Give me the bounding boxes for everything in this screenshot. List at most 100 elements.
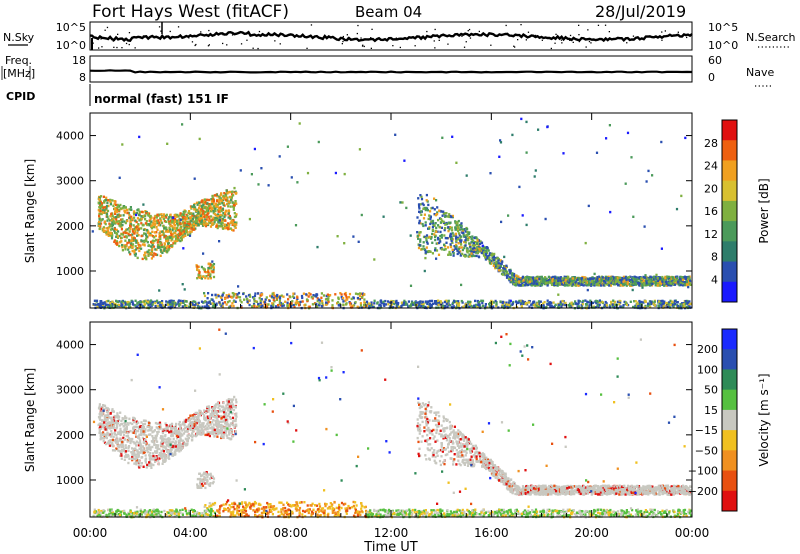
echo-cell — [174, 242, 177, 245]
echo-cell — [525, 278, 528, 282]
echo-cell — [542, 302, 545, 305]
echo-cell — [451, 135, 454, 138]
echo-cell — [671, 276, 674, 279]
echo-cell — [140, 222, 143, 225]
freq-unit: [MHz] — [3, 67, 35, 80]
echo-cell — [414, 303, 417, 307]
echo-cell — [679, 283, 682, 287]
echo-cell — [434, 249, 437, 252]
echo-cell — [672, 280, 675, 284]
echo-cell — [105, 231, 108, 234]
echo-cell — [472, 245, 475, 249]
echo-cell — [585, 279, 588, 282]
echo-cell — [225, 294, 228, 297]
echo-cell — [407, 300, 410, 303]
echo-cell — [421, 300, 424, 304]
echo-cell — [316, 245, 319, 249]
nsearch-dot — [159, 37, 161, 40]
echo-cell — [164, 234, 167, 238]
nsearch-dot — [560, 39, 563, 41]
echo-cell — [324, 298, 328, 301]
echo-cell — [464, 255, 467, 258]
echo-cell — [591, 276, 594, 279]
echo-cell — [165, 237, 168, 240]
echo-cell — [200, 265, 203, 269]
echo-cell — [476, 300, 480, 303]
echo-cell — [203, 292, 206, 295]
echo-cell — [227, 216, 230, 219]
echo-cell — [317, 298, 320, 301]
nsearch-dot — [98, 47, 100, 49]
echo-cell — [191, 227, 194, 230]
echo-cell — [418, 221, 421, 225]
echo-cell — [438, 225, 441, 229]
echo-cell — [98, 431, 101, 435]
echo-cell — [534, 169, 537, 172]
echo-cell — [175, 240, 178, 243]
echo-cell — [143, 303, 146, 306]
echo-cell — [521, 284, 525, 287]
echo-cell — [537, 128, 540, 131]
echo-cell — [308, 292, 311, 295]
echo-cell — [623, 300, 626, 304]
echo-cell — [261, 304, 264, 307]
echo-cell — [209, 302, 212, 305]
echo-cell — [446, 215, 449, 218]
echo-cell — [222, 219, 225, 222]
echo-cell — [101, 218, 104, 221]
echo-cell — [560, 305, 563, 308]
echo-cell — [183, 299, 186, 303]
echo-cell — [145, 229, 148, 232]
echo-cell — [450, 239, 453, 243]
freq-label: Freq. — [5, 54, 32, 67]
echo-cell — [237, 291, 241, 295]
echo-cell — [633, 282, 636, 286]
echo-cell — [120, 236, 123, 239]
echo-cell — [141, 243, 145, 246]
echo-cell — [443, 228, 446, 232]
echo-cell — [689, 302, 692, 305]
echo-cell — [564, 301, 567, 305]
echo-cell — [263, 303, 266, 306]
echo-cell — [441, 136, 444, 139]
echo-cell — [153, 236, 156, 239]
echo-cell — [503, 267, 506, 270]
echo-cell — [119, 218, 123, 221]
echo-cell — [621, 278, 624, 282]
echo-cell — [373, 258, 376, 261]
echo-cell — [301, 300, 304, 303]
echo-cell — [457, 242, 460, 245]
nsearch-dot — [249, 34, 251, 37]
echo-cell — [121, 206, 124, 210]
echo-cell — [229, 227, 232, 230]
echo-cell — [137, 209, 140, 212]
echo-cell — [96, 305, 99, 309]
echo-cell — [320, 296, 323, 299]
echo-cell — [401, 201, 404, 204]
echo-cell — [525, 120, 528, 124]
echo-cell — [141, 436, 144, 440]
echo-cell — [339, 292, 342, 295]
echo-cell — [211, 293, 214, 297]
echo-cell — [174, 302, 177, 305]
echo-cell — [261, 293, 264, 296]
echo-cell — [488, 302, 491, 306]
echo-cell — [628, 278, 631, 282]
echo-cell — [352, 235, 355, 238]
echo-cell — [126, 241, 129, 245]
echo-cell — [359, 304, 363, 307]
echo-cell — [659, 299, 662, 303]
echo-cell — [194, 221, 198, 225]
echo-cell — [600, 279, 603, 282]
nsearch-dot — [517, 39, 519, 41]
echo-cell — [427, 300, 430, 304]
echo-cell — [172, 222, 175, 225]
echo-cell — [361, 295, 364, 299]
echo-cell — [133, 216, 136, 219]
echo-cell — [179, 299, 182, 303]
colorbar-segment — [722, 281, 737, 303]
echo-cell — [468, 249, 471, 253]
echo-cell — [621, 281, 624, 284]
echo-cell — [300, 294, 304, 298]
echo-cell — [534, 284, 537, 287]
